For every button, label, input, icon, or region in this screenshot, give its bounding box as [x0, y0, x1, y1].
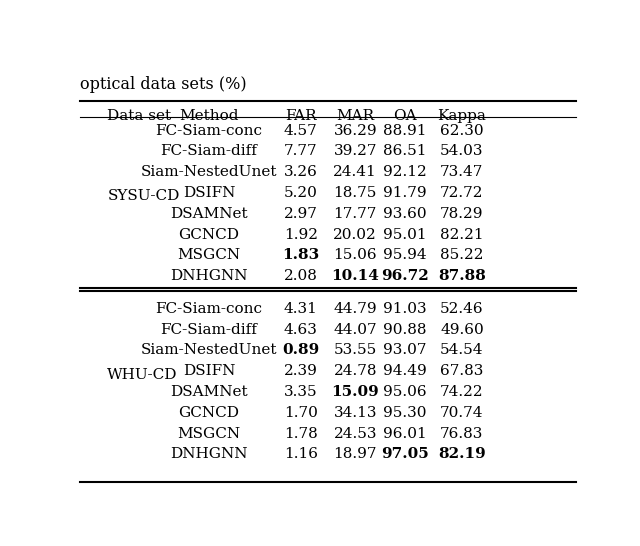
Text: 85.22: 85.22 [440, 248, 484, 263]
Text: 18.97: 18.97 [333, 448, 377, 461]
Text: Siam-NestedUnet: Siam-NestedUnet [141, 165, 277, 179]
Text: 72.72: 72.72 [440, 186, 484, 200]
Text: 54.03: 54.03 [440, 144, 484, 158]
Text: 4.57: 4.57 [284, 123, 317, 138]
Text: 94.49: 94.49 [383, 364, 427, 378]
Text: 0.89: 0.89 [282, 343, 319, 358]
Text: 1.70: 1.70 [284, 406, 317, 420]
Text: 90.88: 90.88 [383, 323, 427, 336]
Text: 73.47: 73.47 [440, 165, 484, 179]
Text: 91.79: 91.79 [383, 186, 427, 200]
Text: DSIFN: DSIFN [183, 186, 235, 200]
Text: 39.27: 39.27 [333, 144, 377, 158]
Text: 18.75: 18.75 [333, 186, 377, 200]
Text: 36.29: 36.29 [333, 123, 377, 138]
Text: MSGCN: MSGCN [177, 426, 241, 441]
Text: 24.41: 24.41 [333, 165, 377, 179]
Text: 4.31: 4.31 [284, 302, 317, 316]
Text: 82.21: 82.21 [440, 228, 484, 241]
Text: 2.39: 2.39 [284, 364, 317, 378]
Text: 96.72: 96.72 [381, 269, 429, 283]
Text: 70.74: 70.74 [440, 406, 484, 420]
Text: MSGCN: MSGCN [177, 248, 241, 263]
Text: FC-Siam-conc: FC-Siam-conc [156, 123, 262, 138]
Text: 74.22: 74.22 [440, 385, 484, 399]
Text: 24.78: 24.78 [333, 364, 377, 378]
Text: 95.30: 95.30 [383, 406, 427, 420]
Text: DNHGNN: DNHGNN [170, 448, 248, 461]
Text: DNHGNN: DNHGNN [170, 269, 248, 283]
Text: 95.06: 95.06 [383, 385, 427, 399]
Text: 86.51: 86.51 [383, 144, 427, 158]
Text: 10.14: 10.14 [332, 269, 380, 283]
Text: FAR: FAR [285, 109, 317, 123]
Text: 53.55: 53.55 [333, 343, 377, 358]
Text: 95.01: 95.01 [383, 228, 427, 241]
Text: 93.07: 93.07 [383, 343, 427, 358]
Text: 7.77: 7.77 [284, 144, 317, 158]
Text: Kappa: Kappa [438, 109, 486, 123]
Text: 4.63: 4.63 [284, 323, 317, 336]
Text: 92.12: 92.12 [383, 165, 427, 179]
Text: GCNCD: GCNCD [179, 406, 239, 420]
Text: 5.20: 5.20 [284, 186, 317, 200]
Text: DSAMNet: DSAMNet [170, 207, 248, 221]
Text: 62.30: 62.30 [440, 123, 484, 138]
Text: 3.26: 3.26 [284, 165, 317, 179]
Text: 93.60: 93.60 [383, 207, 427, 221]
Text: Siam-NestedUnet: Siam-NestedUnet [141, 343, 277, 358]
Text: 97.05: 97.05 [381, 448, 429, 461]
Text: 54.54: 54.54 [440, 343, 484, 358]
Text: FC-Siam-conc: FC-Siam-conc [156, 302, 262, 316]
Text: OA: OA [393, 109, 417, 123]
Text: MAR: MAR [336, 109, 374, 123]
Text: 82.19: 82.19 [438, 448, 486, 461]
Text: 91.03: 91.03 [383, 302, 427, 316]
Text: 44.79: 44.79 [333, 302, 377, 316]
Text: 96.01: 96.01 [383, 426, 427, 441]
Text: 78.29: 78.29 [440, 207, 484, 221]
Text: 20.02: 20.02 [333, 228, 377, 241]
Text: 15.06: 15.06 [333, 248, 377, 263]
Text: 1.16: 1.16 [284, 448, 317, 461]
Text: FC-Siam-diff: FC-Siam-diff [161, 323, 257, 336]
Text: 44.07: 44.07 [333, 323, 377, 336]
Text: 88.91: 88.91 [383, 123, 427, 138]
Text: 1.78: 1.78 [284, 426, 317, 441]
Text: 1.92: 1.92 [284, 228, 317, 241]
Text: 2.08: 2.08 [284, 269, 317, 283]
Text: FC-Siam-diff: FC-Siam-diff [161, 144, 257, 158]
Text: 17.77: 17.77 [333, 207, 377, 221]
Text: 2.97: 2.97 [284, 207, 317, 221]
Text: 3.35: 3.35 [284, 385, 317, 399]
Text: WHU-CD: WHU-CD [108, 367, 178, 382]
Text: 49.60: 49.60 [440, 323, 484, 336]
Text: 34.13: 34.13 [333, 406, 377, 420]
Text: Method: Method [179, 109, 239, 123]
Text: GCNCD: GCNCD [179, 228, 239, 241]
Text: optical data sets (%): optical data sets (%) [80, 76, 246, 93]
Text: 15.09: 15.09 [332, 385, 379, 399]
Text: DSAMNet: DSAMNet [170, 385, 248, 399]
Text: DSIFN: DSIFN [183, 364, 235, 378]
Text: 67.83: 67.83 [440, 364, 484, 378]
Text: 76.83: 76.83 [440, 426, 484, 441]
Text: 52.46: 52.46 [440, 302, 484, 316]
Text: 1.83: 1.83 [282, 248, 319, 263]
Text: 87.88: 87.88 [438, 269, 486, 283]
Text: SYSU-CD: SYSU-CD [108, 189, 180, 203]
Text: Data set: Data set [108, 109, 172, 123]
Text: 24.53: 24.53 [333, 426, 377, 441]
Text: 95.94: 95.94 [383, 248, 427, 263]
